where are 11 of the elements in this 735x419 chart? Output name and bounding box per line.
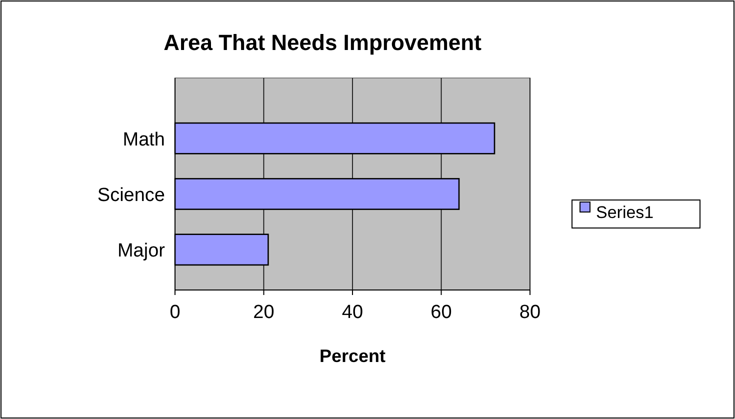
x-tick-label: 40: [342, 302, 364, 323]
chart-title: Area That Needs Improvement: [164, 30, 482, 55]
x-tick-label: 60: [430, 302, 452, 323]
y-tick-label: Math: [122, 129, 165, 150]
x-tick-label: 0: [170, 302, 180, 323]
y-tick-label: Major: [117, 240, 166, 262]
y-tick-label: Science: [97, 185, 165, 206]
x-axis-title: Percent: [319, 346, 386, 366]
x-tick-label: 80: [519, 302, 541, 323]
legend-label: Series1: [596, 203, 654, 222]
x-tick-label: 20: [253, 302, 274, 323]
